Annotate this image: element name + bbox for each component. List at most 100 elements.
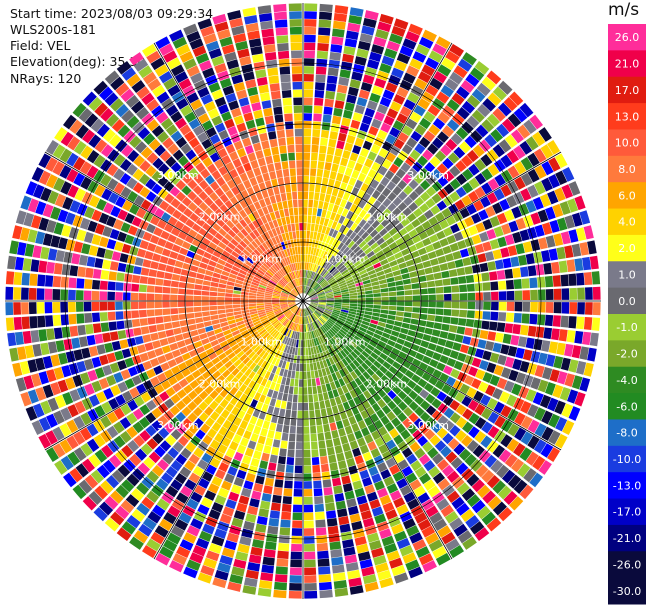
gate-cell xyxy=(159,150,172,162)
gate-cell xyxy=(271,276,279,283)
gate-cell xyxy=(217,487,230,498)
gate-cell xyxy=(480,153,493,167)
gate-cell xyxy=(427,485,441,498)
gate-cell xyxy=(281,278,288,285)
gate-cell xyxy=(225,189,235,200)
gate-cell xyxy=(392,406,402,417)
gate-cell xyxy=(127,149,140,163)
colorbar-swatch xyxy=(608,419,646,447)
gate-cell xyxy=(362,17,377,28)
gate-cell xyxy=(367,238,376,247)
gate-cell xyxy=(250,194,258,203)
gate-cell xyxy=(132,355,142,365)
gate-cell xyxy=(248,295,257,299)
gate-cell xyxy=(155,111,169,124)
gate-cell xyxy=(216,176,226,187)
gate-cell xyxy=(303,113,313,121)
gate-cell xyxy=(179,319,188,327)
gate-cell xyxy=(579,377,591,392)
gate-cell xyxy=(231,250,240,258)
gate-cell xyxy=(307,289,314,296)
gate-cell xyxy=(446,357,457,368)
gate-cell xyxy=(349,389,358,399)
colorbar-tick-label: 4.0 xyxy=(618,216,636,229)
gate-cell xyxy=(494,332,504,343)
gate-cell xyxy=(548,174,561,189)
gate-cell xyxy=(292,279,297,287)
gate-cell xyxy=(76,386,88,399)
gate-cell xyxy=(564,215,575,229)
gate-cell xyxy=(425,57,439,70)
gate-cell xyxy=(446,234,457,245)
gate-cell xyxy=(160,230,170,240)
gate-cell xyxy=(219,554,233,566)
gate-cell xyxy=(280,193,287,202)
gate-cell xyxy=(538,352,548,365)
gate-cell xyxy=(408,23,423,36)
gate-cell xyxy=(172,382,183,393)
gate-cell xyxy=(406,137,418,149)
gate-cell xyxy=(59,148,73,163)
gate-cell xyxy=(246,272,254,279)
gate-cell xyxy=(308,305,315,312)
gate-cell xyxy=(489,352,500,364)
gate-cell xyxy=(389,296,397,301)
gate-cell xyxy=(378,443,389,455)
gate-cell xyxy=(259,282,268,287)
gate-cell xyxy=(280,293,289,297)
gate-cell xyxy=(326,263,333,271)
gate-cell xyxy=(342,303,350,306)
gate-cell xyxy=(187,202,198,212)
gate-cell xyxy=(232,434,242,444)
gate-cell xyxy=(284,113,293,122)
gate-cell xyxy=(322,284,330,290)
colorbar-tick-label: 13.0 xyxy=(615,110,640,123)
gate-cell xyxy=(214,96,227,108)
gate-cell xyxy=(264,180,273,189)
gate-cell xyxy=(326,296,334,299)
gate-cell xyxy=(176,389,187,399)
gate-cell xyxy=(129,536,144,550)
gate-cell xyxy=(455,404,467,416)
gate-cell xyxy=(327,330,335,338)
gate-cell xyxy=(222,369,231,379)
gate-cell xyxy=(347,86,359,97)
gate-cell xyxy=(549,369,560,383)
gate-cell xyxy=(441,531,456,545)
gate-cell xyxy=(315,176,323,185)
ray xyxy=(9,302,296,362)
gate-cell xyxy=(234,212,243,222)
gate-cell xyxy=(492,342,502,353)
gate-cell xyxy=(205,464,217,475)
gate-cell xyxy=(410,343,420,352)
gate-cell xyxy=(402,38,417,50)
gate-cell xyxy=(366,367,375,377)
gate-cell xyxy=(429,434,441,446)
gate-cell xyxy=(372,210,382,220)
gate-cell xyxy=(47,397,59,412)
gate-cell xyxy=(377,340,387,348)
gate-cell xyxy=(389,101,402,112)
ray xyxy=(25,303,296,421)
gate-cell xyxy=(275,367,281,376)
gate-cell xyxy=(286,256,291,265)
gate-cell xyxy=(374,172,384,183)
gate-cell xyxy=(255,69,267,79)
gate-cell xyxy=(527,362,538,375)
gate-cell xyxy=(177,301,186,307)
ray xyxy=(309,305,543,488)
gate-cell xyxy=(269,422,277,431)
gate-cell xyxy=(125,328,135,338)
gate-cell xyxy=(462,408,474,420)
gate-cell xyxy=(441,270,450,279)
gate-cell xyxy=(286,248,291,257)
gate-cell xyxy=(394,320,403,327)
gate-cell xyxy=(231,329,240,337)
gate-cell xyxy=(117,381,128,393)
gate-cell xyxy=(263,549,276,558)
gate-cell xyxy=(230,216,239,225)
gate-cell xyxy=(318,278,325,285)
gate-cell xyxy=(284,310,291,316)
gate-cell xyxy=(327,219,334,228)
gate-cell xyxy=(140,267,150,276)
